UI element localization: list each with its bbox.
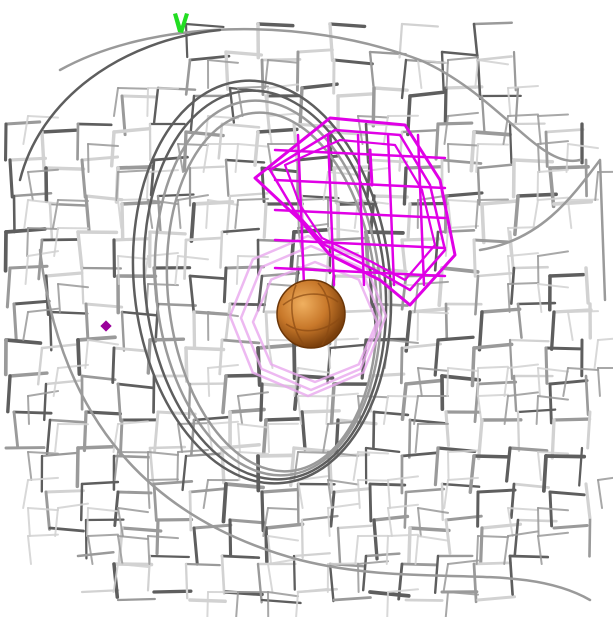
green-atom-marker[interactable] [173,13,189,33]
magenta-density-mesh [253,116,457,307]
metal-ion-sphere[interactable] [276,279,346,349]
faint-magenta-contours [228,234,388,398]
purple-atom-marker[interactable] [100,320,112,332]
gray-density-mesh [3,21,613,617]
